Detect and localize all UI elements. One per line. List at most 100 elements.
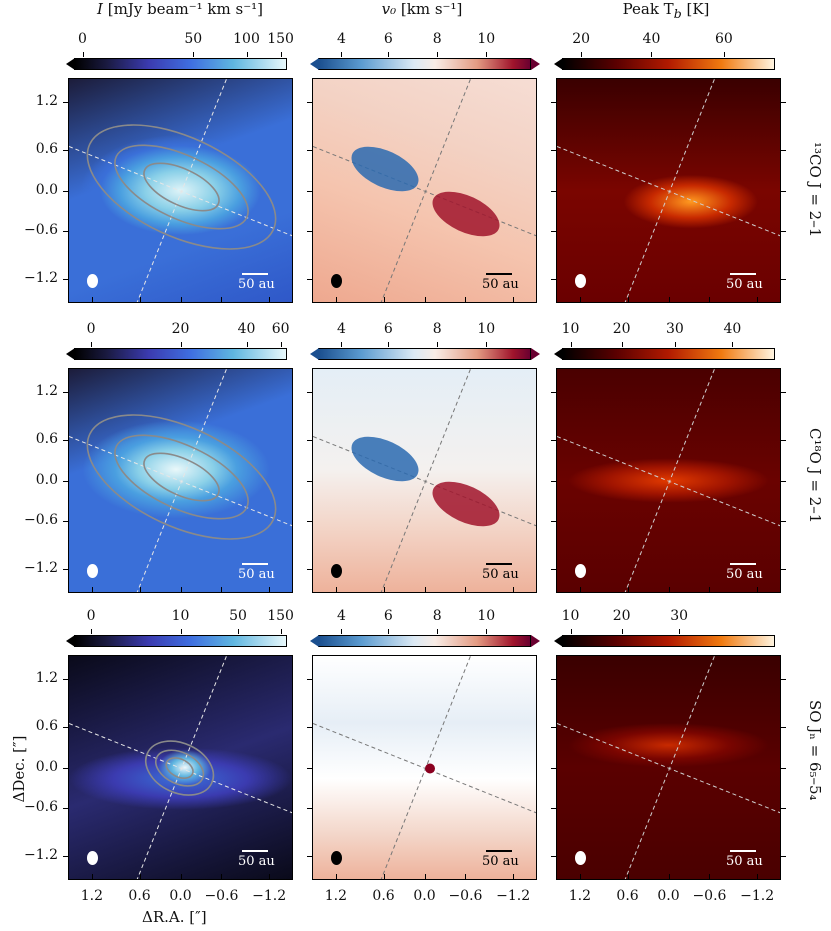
scale-bar-label: 50 au bbox=[238, 277, 275, 292]
colorbar-tick-mark bbox=[280, 342, 282, 347]
axis-tick bbox=[627, 587, 629, 592]
colorbar-tick-mark bbox=[679, 629, 681, 634]
overlay-13co-velocity bbox=[313, 79, 536, 302]
colorbar-extend-left-13co-velocity bbox=[310, 58, 319, 70]
axis-tick bbox=[424, 874, 426, 879]
axis-tick bbox=[579, 587, 581, 592]
colorbar-tick-mark bbox=[341, 629, 343, 634]
scale-bar bbox=[242, 273, 268, 275]
row-label-c18o: C¹⁸O J = 2–1 bbox=[806, 428, 824, 524]
axis-tick bbox=[307, 279, 312, 281]
axis-tick bbox=[307, 480, 312, 482]
axis-tick bbox=[551, 726, 556, 728]
intensity-contour bbox=[86, 414, 277, 540]
colorbar-tick-mark bbox=[570, 629, 572, 634]
axis-tick bbox=[757, 587, 759, 592]
axis-tick bbox=[63, 190, 68, 192]
colorbar-tick-mark bbox=[437, 629, 439, 634]
colorbar-so-intensity bbox=[74, 635, 287, 647]
intensity-contour bbox=[155, 749, 205, 787]
colorbar-tick-label: 6 bbox=[383, 31, 393, 47]
axis-tick bbox=[139, 587, 141, 592]
colorbar-tick-mark bbox=[621, 629, 623, 634]
y-tick-label: −0.6 bbox=[24, 799, 58, 816]
disk-minor-axis-line bbox=[624, 656, 715, 879]
axis-tick bbox=[551, 480, 556, 482]
scale-bar-label: 50 au bbox=[238, 854, 275, 869]
colorbar-tick-mark bbox=[238, 629, 239, 634]
axis-tick bbox=[757, 874, 759, 879]
axis-tick bbox=[139, 297, 141, 302]
axis-tick bbox=[221, 874, 223, 879]
scale-bar bbox=[730, 850, 756, 852]
col-title-peak-tb: Peak Tb [K] bbox=[622, 0, 710, 21]
x-tick-label: 0.0 bbox=[657, 888, 680, 904]
axis-tick bbox=[513, 297, 515, 302]
axis-tick bbox=[63, 149, 68, 151]
redshifted-lobe bbox=[432, 481, 500, 527]
colorbar-tick-mark bbox=[486, 52, 488, 57]
axis-tick bbox=[307, 439, 312, 441]
axis-tick bbox=[307, 231, 312, 233]
colorbar-tick-mark bbox=[570, 342, 572, 347]
y-tick-label: 0.0 bbox=[35, 471, 58, 488]
col-title-velocity: v₀ [km s⁻¹] bbox=[381, 0, 463, 18]
axis-tick bbox=[63, 767, 68, 769]
colorbar-tick-mark bbox=[437, 342, 439, 347]
panel-13co-peak-tb: 50 au bbox=[556, 78, 781, 303]
axis-tick bbox=[63, 569, 68, 571]
axis-tick bbox=[551, 808, 556, 810]
colorbar-extend-right-c18o-velocity bbox=[531, 348, 540, 360]
axis-tick bbox=[513, 587, 515, 592]
colorbar-extend-left-c18o-peak-tb bbox=[554, 348, 563, 360]
x-tick-label: 1.2 bbox=[568, 888, 591, 904]
colorbar-extend-left-c18o-velocity bbox=[310, 348, 319, 360]
axis-tick bbox=[709, 587, 711, 592]
y-tick-label: −0.6 bbox=[24, 512, 58, 529]
panel-so-intensity: 50 au bbox=[68, 655, 293, 880]
axis-tick bbox=[307, 101, 312, 103]
overlay-so-intensity bbox=[69, 656, 292, 879]
axis-tick bbox=[91, 587, 93, 592]
colorbar-tick-label: 6 bbox=[383, 321, 393, 337]
intensity-contour bbox=[143, 162, 220, 212]
colorbar-tick-mark bbox=[91, 342, 93, 347]
scale-bar-label: 50 au bbox=[726, 854, 763, 869]
colorbar-tick-label: 150 bbox=[267, 31, 294, 47]
colorbar-tick-mark bbox=[388, 629, 390, 634]
axis-tick bbox=[781, 569, 786, 571]
colorbar-tick-mark bbox=[280, 629, 282, 634]
colorbar-13co-peak-tb bbox=[562, 58, 775, 70]
colorbar-tick-label: 8 bbox=[432, 321, 442, 337]
panel-so-peak-tb: 50 au bbox=[556, 655, 781, 880]
axis-tick bbox=[551, 767, 556, 769]
disk-minor-axis-line bbox=[136, 656, 227, 879]
colorbar-tick-mark bbox=[651, 52, 653, 57]
colorbar-c18o-velocity bbox=[318, 348, 531, 360]
y-tick-label: 1.2 bbox=[35, 669, 58, 686]
intensity-contour bbox=[114, 144, 249, 230]
scale-bar bbox=[486, 273, 512, 275]
colorbar-extend-left-so-peak-tb bbox=[554, 635, 563, 647]
colorbar-tick-mark bbox=[388, 342, 390, 347]
redshifted-lobe bbox=[432, 191, 500, 237]
axis-tick bbox=[269, 587, 271, 592]
x-tick-label: 1.2 bbox=[80, 888, 103, 904]
axis-tick bbox=[221, 297, 223, 302]
colorbar-tick-label: 20 bbox=[612, 608, 631, 624]
colorbar-tick-label: 30 bbox=[670, 608, 689, 624]
y-tick-label: −1.2 bbox=[24, 847, 58, 864]
axis-tick bbox=[668, 874, 670, 879]
scale-bar-label: 50 au bbox=[482, 567, 519, 582]
overlay-c18o-peak-tb bbox=[557, 369, 780, 592]
colorbar-tick-label: 10 bbox=[477, 321, 496, 337]
colorbar-tick-mark bbox=[341, 52, 343, 57]
disk-minor-axis-line bbox=[380, 79, 471, 302]
axis-tick bbox=[781, 480, 786, 482]
axis-tick bbox=[269, 874, 271, 879]
colorbar-tick-mark bbox=[388, 52, 390, 57]
colorbar-13co-intensity bbox=[74, 58, 287, 70]
axis-tick bbox=[551, 856, 556, 858]
axis-tick bbox=[668, 587, 670, 592]
axis-tick bbox=[335, 587, 337, 592]
